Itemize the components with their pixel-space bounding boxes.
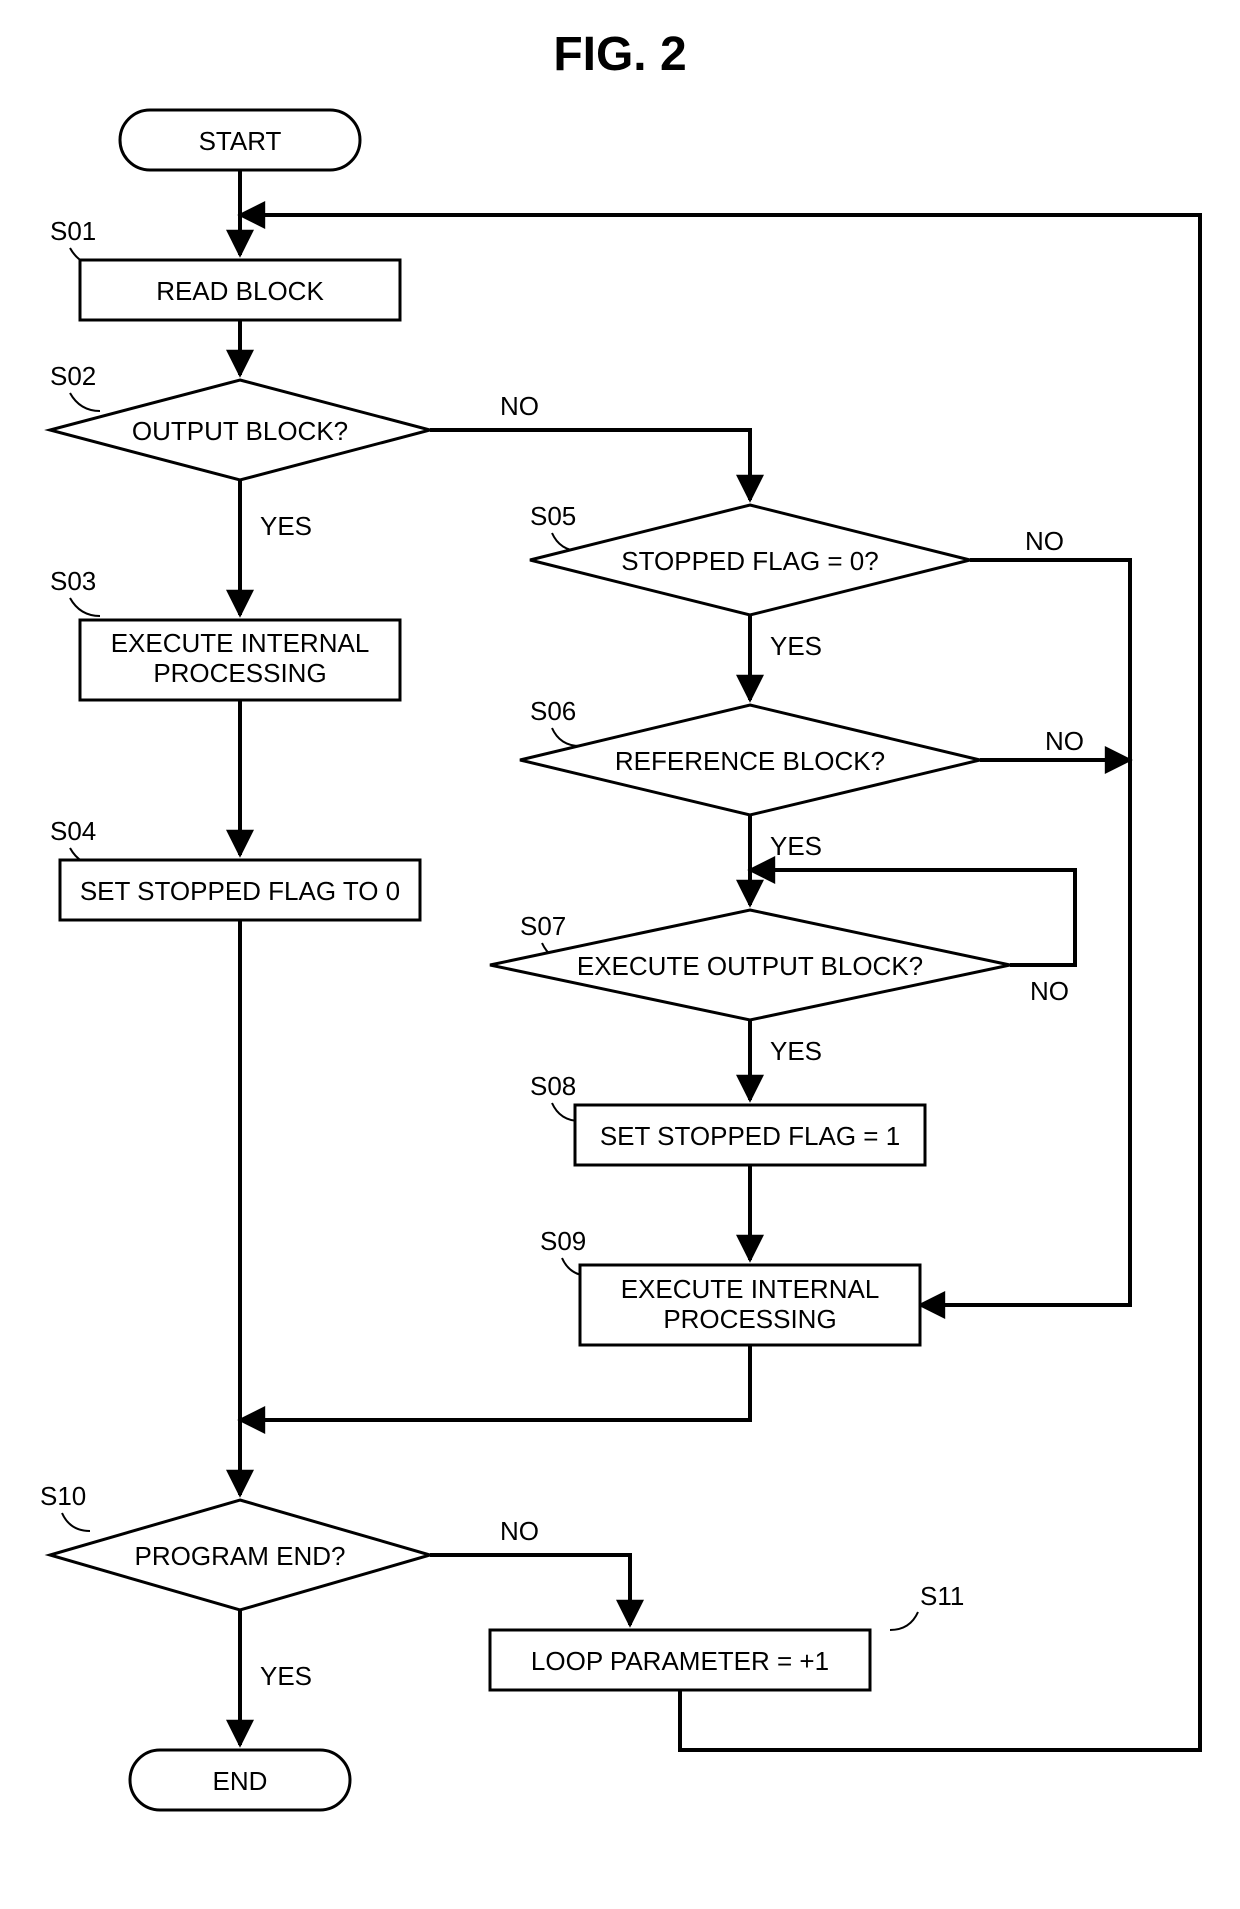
- node-s05: S05 STOPPED FLAG = 0?: [530, 501, 970, 615]
- edge-s09-merge: [240, 1345, 750, 1420]
- s06-step: S06: [530, 696, 576, 726]
- s02-label: OUTPUT BLOCK?: [132, 416, 348, 446]
- s03-label-l2: PROCESSING: [153, 658, 326, 688]
- s03-label-l1: EXECUTE INTERNAL: [111, 628, 370, 658]
- edge-s02-s05: [430, 430, 750, 500]
- s09-label-l1: EXECUTE INTERNAL: [621, 1274, 880, 1304]
- s09-step: S09: [540, 1226, 586, 1256]
- s11-label: LOOP PARAMETER = +1: [531, 1646, 829, 1676]
- s11-leader: [890, 1612, 918, 1630]
- edge-s10-s11: [430, 1555, 630, 1625]
- s01-step: S01: [50, 216, 96, 246]
- s04-label: SET STOPPED FLAG TO 0: [80, 876, 400, 906]
- end-label: END: [213, 1766, 268, 1796]
- node-s04: S04 SET STOPPED FLAG TO 0: [50, 816, 420, 920]
- s05-label: STOPPED FLAG = 0?: [621, 546, 878, 576]
- node-s06: S06 REFERENCE BLOCK?: [520, 696, 980, 815]
- s10-leader: [62, 1513, 90, 1531]
- s10-no: NO: [500, 1516, 539, 1546]
- s10-step: S10: [40, 1481, 86, 1511]
- node-start: START: [120, 110, 360, 170]
- node-s08: S08 SET STOPPED FLAG = 1: [530, 1071, 925, 1165]
- s02-no: NO: [500, 391, 539, 421]
- s07-no: NO: [1030, 976, 1069, 1006]
- s08-step: S08: [530, 1071, 576, 1101]
- s06-yes: YES: [770, 831, 822, 861]
- node-s03: S03 EXECUTE INTERNAL PROCESSING: [50, 566, 400, 700]
- s02-step: S02: [50, 361, 96, 391]
- s03-leader: [70, 598, 100, 616]
- s08-label: SET STOPPED FLAG = 1: [600, 1121, 900, 1151]
- node-s11: S11 LOOP PARAMETER = +1: [490, 1581, 964, 1690]
- node-end: END: [130, 1750, 350, 1810]
- node-s09: S09 EXECUTE INTERNAL PROCESSING: [540, 1226, 920, 1345]
- s07-label: EXECUTE OUTPUT BLOCK?: [577, 951, 923, 981]
- s04-step: S04: [50, 816, 96, 846]
- s10-label: PROGRAM END?: [135, 1541, 346, 1571]
- s07-step: S07: [520, 911, 566, 941]
- s05-no: NO: [1025, 526, 1064, 556]
- node-s02: S02 OUTPUT BLOCK?: [50, 361, 430, 480]
- edge-s05-no: [920, 560, 1130, 1305]
- s06-label: REFERENCE BLOCK?: [615, 746, 885, 776]
- s10-yes: YES: [260, 1661, 312, 1691]
- s03-step: S03: [50, 566, 96, 596]
- s02-yes: YES: [260, 511, 312, 541]
- flowchart: FIG. 2 START S01 READ BLOCK S02 OUTPUT B…: [0, 0, 1240, 1909]
- figure-title: FIG. 2: [553, 28, 686, 81]
- node-s07: S07 EXECUTE OUTPUT BLOCK?: [490, 910, 1010, 1020]
- s07-yes: YES: [770, 1036, 822, 1066]
- s06-leader: [552, 728, 580, 746]
- node-s01: S01 READ BLOCK: [50, 216, 400, 320]
- s05-step: S05: [530, 501, 576, 531]
- s02-leader: [70, 393, 100, 411]
- s05-yes: YES: [770, 631, 822, 661]
- s09-label-l2: PROCESSING: [663, 1304, 836, 1334]
- s06-no: NO: [1045, 726, 1084, 756]
- start-label: START: [199, 126, 282, 156]
- s11-step: S11: [920, 1581, 964, 1611]
- s01-label: READ BLOCK: [156, 276, 324, 306]
- node-s10: S10 PROGRAM END?: [40, 1481, 430, 1610]
